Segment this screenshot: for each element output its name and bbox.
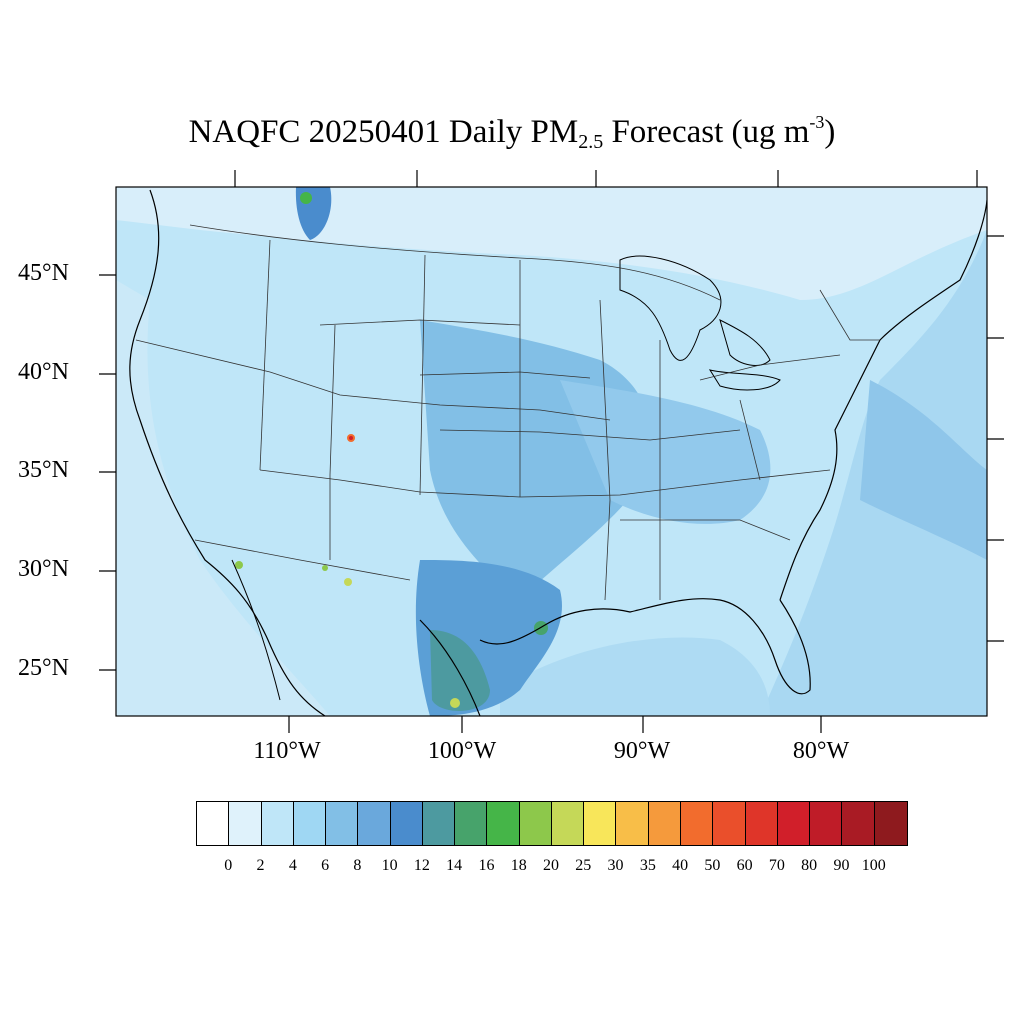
colorbar-swatch (584, 802, 617, 845)
canada-low-region (116, 187, 987, 300)
map-frame (115, 186, 988, 717)
east-coastline (779, 199, 987, 601)
colorbar-swatch (777, 802, 811, 845)
lon-label-100: 100°W (427, 738, 497, 764)
colorbar-swatch (648, 802, 681, 845)
colorbar-swatch (390, 802, 423, 845)
map-title: NAQFC 20250401 Daily PM2.5 Forecast (ug … (188, 112, 836, 153)
colorbar-level-label: 18 (510, 857, 527, 874)
colorbar-swatch (422, 802, 456, 845)
colorbar-level-label: 70 (768, 857, 785, 874)
colorbar-level-label: 10 (381, 857, 398, 874)
colorbar-level-label: 60 (736, 857, 753, 874)
colorbar-swatch (261, 802, 294, 845)
colorbar-level-label: 2 (256, 857, 265, 874)
colorbar-level-label: 80 (801, 857, 818, 874)
lat-label-45: 45°N (18, 260, 69, 286)
monterrey-hotspot (450, 698, 460, 708)
colorbar-level-label: 0 (224, 857, 233, 874)
colorbar (196, 801, 908, 846)
colorbar-swatch (487, 802, 520, 845)
colorbar-swatch (874, 802, 907, 845)
colorbar-swatch (616, 802, 649, 845)
colorbar-level-label: 100 (861, 857, 886, 874)
colorbar-level-label: 8 (353, 857, 362, 874)
colorbar-level-label: 90 (833, 857, 850, 874)
colorbar-level-label: 30 (607, 857, 624, 874)
colorbar-swatch (197, 802, 230, 845)
colorbar-swatch (745, 802, 778, 845)
lat-label-25: 25°N (18, 655, 69, 681)
colorbar-level-label: 14 (446, 857, 463, 874)
colorbar-level-label: 6 (321, 857, 330, 874)
colorbar-swatch (810, 802, 843, 845)
colorbar-swatch (293, 802, 327, 845)
colorbar-swatch (229, 802, 262, 845)
lat-label-40: 40°N (18, 359, 69, 385)
colorbar-level-label: 40 (672, 857, 689, 874)
gulf-coastline (419, 598, 811, 716)
state-borders (135, 224, 880, 601)
colorbar-level-label: 4 (288, 857, 297, 874)
colorbar-level-label: 50 (704, 857, 721, 874)
eastern-region (560, 380, 771, 524)
lat-label-30: 30°N (18, 556, 69, 582)
colorbar-level-label: 12 (413, 857, 430, 874)
lon-label-80: 80°W (792, 738, 850, 764)
colorbar-level-label: 20 (543, 857, 559, 874)
colorbar-swatch (519, 802, 552, 845)
colorbar-swatch (680, 802, 714, 845)
atlantic-plume (860, 380, 987, 560)
colorbar-swatch (326, 802, 359, 845)
great-lakes (619, 255, 781, 391)
axis-ticks (99, 170, 1004, 733)
lon-label-90: 90°W (613, 738, 671, 764)
colorbar-swatch (358, 802, 391, 845)
pacific-ocean (116, 280, 330, 716)
gulf-of-mexico (500, 637, 770, 716)
lat-label-35: 35°N (18, 457, 69, 483)
colorbar-level-label: 35 (639, 857, 656, 874)
colorbar-swatch (842, 802, 875, 845)
colorbar-level-label: 25 (575, 857, 592, 874)
colorbar-swatch (455, 802, 488, 845)
lon-label-110: 110°W (253, 738, 321, 764)
colorbar-swatch (713, 802, 746, 845)
colorbar-swatch (551, 802, 585, 845)
us-coastline (129, 189, 326, 716)
colorbar-level-label: 16 (478, 857, 495, 874)
